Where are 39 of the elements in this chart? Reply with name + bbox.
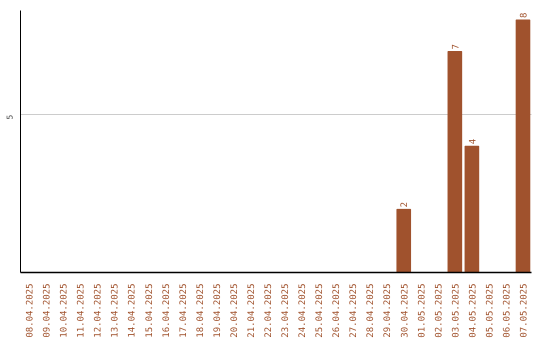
x-tick-label: 08.04.2025 (26, 283, 36, 338)
x-tick-label: 12.04.2025 (94, 283, 104, 338)
x-tick-label: 26.04.2025 (332, 283, 342, 338)
data-label: 4 (468, 138, 478, 144)
bar (516, 19, 530, 272)
x-tick-label: 18.04.2025 (196, 283, 206, 338)
x-tick-label: 27.04.2025 (349, 283, 360, 338)
bar (448, 51, 462, 272)
x-tick-label: 09.04.2025 (42, 283, 53, 338)
x-tick-label: 17.04.2025 (178, 283, 189, 338)
x-tick-label: 10.04.2025 (60, 283, 70, 338)
y-tick-label: 5 (6, 114, 14, 120)
data-label: 2 (400, 202, 410, 208)
x-tick-label: 15.04.2025 (144, 283, 155, 338)
bar (396, 208, 412, 272)
x-tick-label: 01.05.2025 (417, 283, 428, 338)
x-tick-label: 04.05.2025 (468, 283, 478, 338)
x-tick-label: 24.04.2025 (298, 283, 308, 338)
x-tick-label: 23.04.2025 (281, 283, 292, 338)
data-label: 7 (451, 44, 462, 50)
x-tick-label: 14.04.2025 (128, 283, 138, 338)
x-tick-label: 28.04.2025 (366, 283, 376, 338)
x-tick-label: 21.04.2025 (246, 283, 257, 338)
x-tick-label: 02.05.2025 (434, 283, 444, 338)
x-tick-label: 06.05.2025 (502, 283, 512, 338)
x-tick-label: 11.04.2025 (76, 283, 87, 338)
x-tick-label: 19.04.2025 (212, 283, 223, 338)
x-tick-label: 07.05.2025 (519, 283, 530, 338)
x-tick-label: 16.04.2025 (162, 283, 172, 338)
x-tick-label: 05.05.2025 (485, 283, 496, 338)
x-tick-label: 03.05.2025 (451, 283, 462, 338)
bar (464, 146, 480, 272)
x-tick-label: 13.04.2025 (110, 283, 121, 338)
x-tick-label: 29.04.2025 (383, 283, 394, 338)
x-tick-label: 22.04.2025 (264, 283, 274, 338)
x-tick-label: 20.04.2025 (230, 283, 240, 338)
x-tick-label: 25.04.2025 (315, 283, 326, 338)
x-tick-label: 30.04.2025 (400, 283, 410, 338)
data-label: 8 (519, 12, 530, 18)
